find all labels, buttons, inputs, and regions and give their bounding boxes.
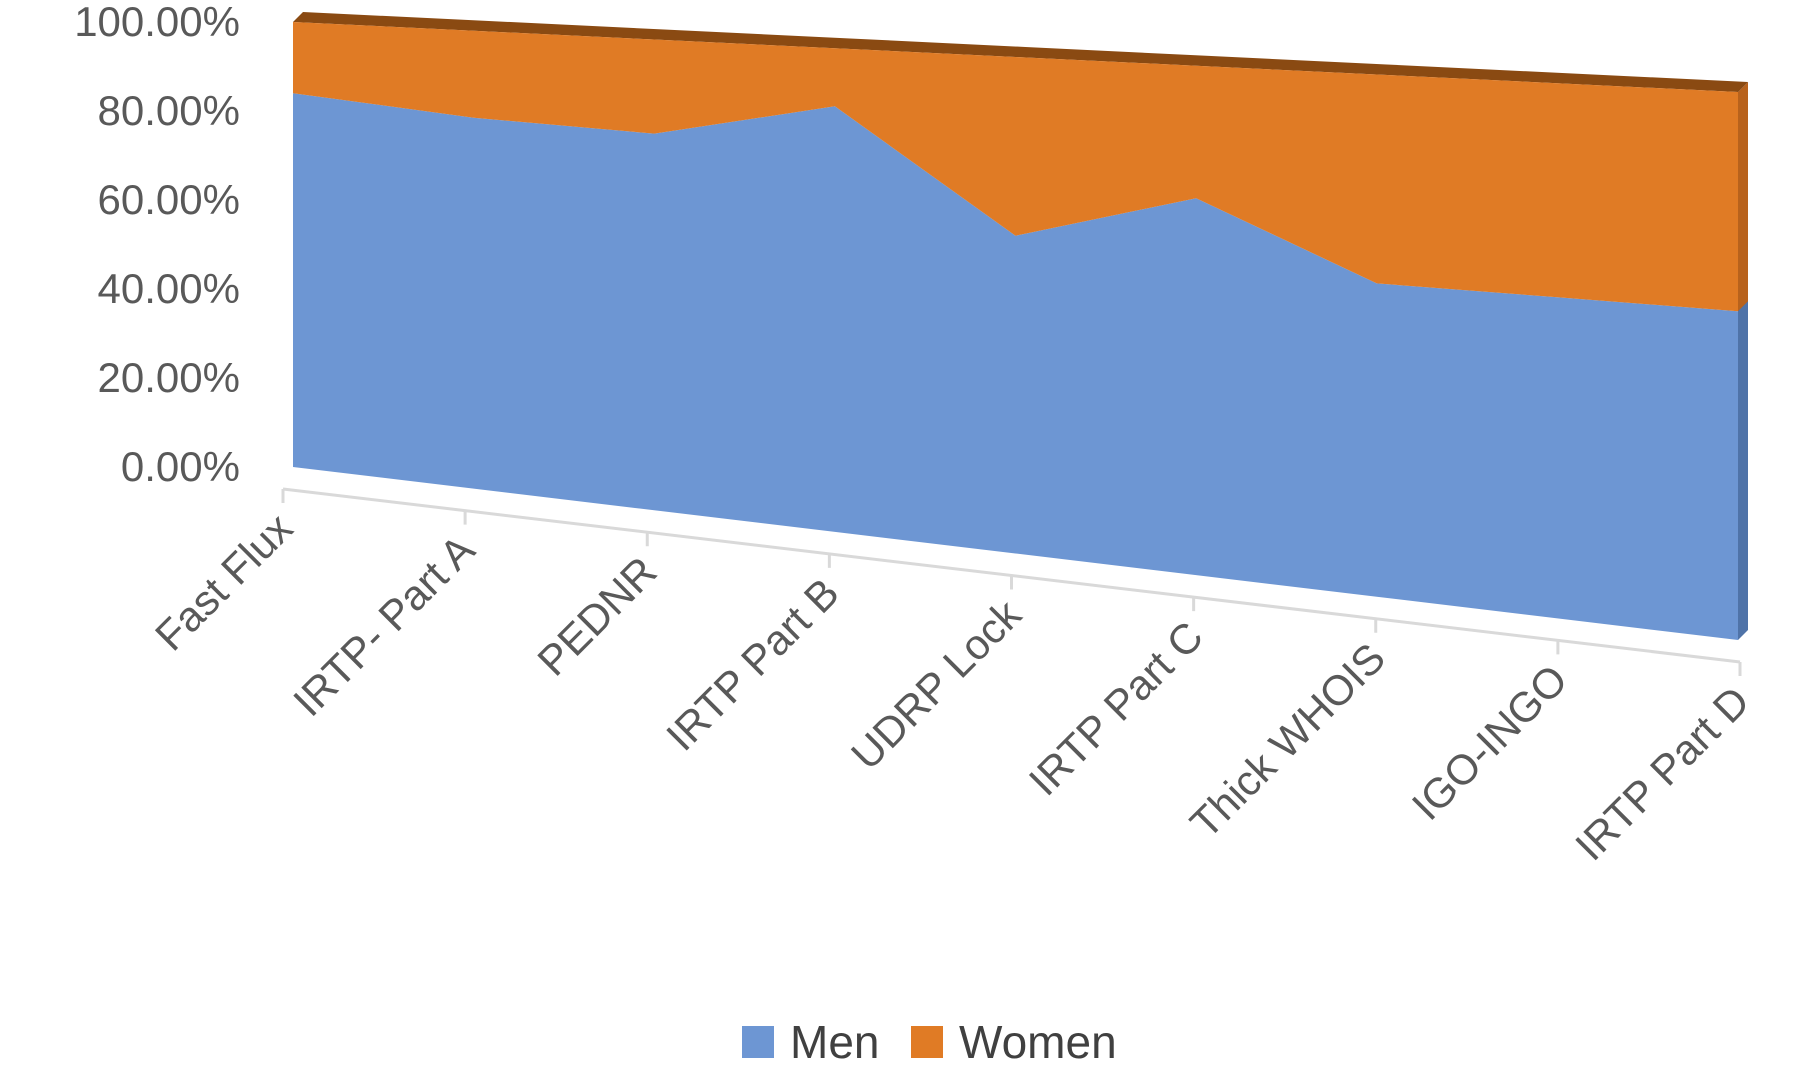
x-tick-label: IGO-INGO (1403, 656, 1576, 829)
legend: Men Women (742, 1016, 1117, 1068)
x-tick-label: IRTP Part D (1566, 677, 1758, 869)
area-series-layer (293, 22, 1738, 640)
legend-swatch-men (742, 1026, 774, 1058)
legend-label-men: Men (790, 1016, 879, 1068)
area-depth-layer (293, 12, 1748, 640)
legend-swatch-women (911, 1026, 943, 1058)
y-tick-label: 40.00% (98, 265, 240, 312)
series-area-women (293, 22, 1738, 312)
y-tick-label: 100.00% (74, 0, 240, 45)
x-tick-label: PEDNR (528, 547, 665, 684)
y-tick-label: 20.00% (98, 354, 240, 401)
y-tick-label: 0.00% (121, 443, 240, 490)
y-tick-label: 80.00% (98, 87, 240, 134)
series-area-men (293, 93, 1738, 640)
x-tick-label: Fast Flux (146, 504, 301, 659)
area-right-depth-women (1738, 82, 1748, 312)
x-tick-label: IRTP Part B (657, 569, 848, 760)
axis-layer (281, 487, 1742, 676)
area-top-depth (293, 12, 1748, 92)
x-tick-label: UDRP Lock (842, 590, 1031, 779)
y-axis-ticks: 0.00% 20.00% 40.00% 60.00% 80.00% 100.00% (74, 0, 240, 490)
legend-label-women: Women (959, 1016, 1117, 1068)
x-tick-label: Thick WHOIS (1181, 634, 1394, 847)
x-tick-label: IRTP Part C (1020, 612, 1212, 804)
x-tick-label: IRTP- Part A (284, 526, 483, 725)
y-tick-label: 60.00% (98, 176, 240, 223)
